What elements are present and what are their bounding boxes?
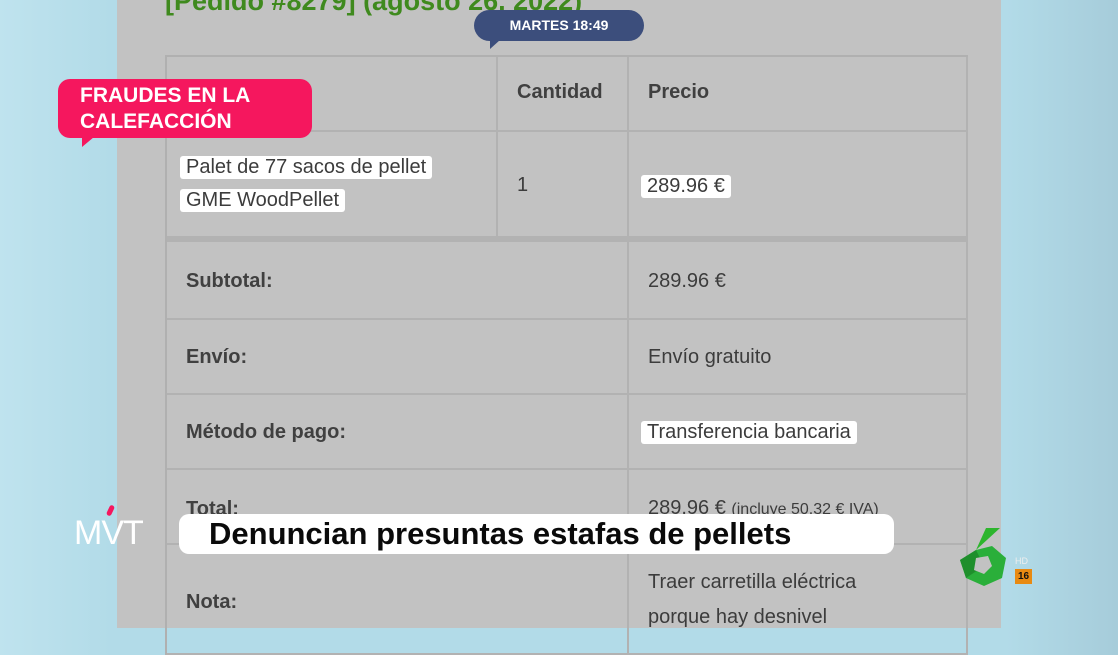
program-logo: MVT (74, 514, 144, 552)
total-value-text: 289.96 € (incluye 50.32 € IVA) (648, 497, 879, 520)
item-quantity: 1 (498, 132, 629, 242)
age-rating-badge: 16 (1015, 569, 1032, 584)
note-label: Nota: (167, 545, 629, 655)
shipping-label: Envío: (167, 320, 629, 395)
price-value: 289.96 € (641, 175, 731, 198)
note-label-text: Nota: (186, 591, 238, 613)
shipping-label-text: Envío: (186, 346, 248, 368)
product-line1: Palet de 77 sacos de pellet (180, 156, 433, 179)
header-price-label: Precio (648, 81, 710, 103)
quantity-value: 1 (517, 174, 529, 196)
item-product: Palet de 77 sacos de pellet GME WoodPell… (167, 132, 498, 242)
header-price: Precio (629, 57, 968, 132)
header-product (167, 57, 498, 132)
order-table: Cantidad Precio Palet de 77 sacos de pel… (165, 55, 968, 655)
time-badge: MARTES 18:49 (474, 10, 644, 49)
product-line2: GME WoodPellet (180, 189, 346, 212)
subtotal-value-text: 289.96 € (648, 270, 726, 292)
total-amount: 289.96 € (648, 497, 726, 519)
note-line2: porque hay desnivel (648, 606, 828, 628)
payment-label-text: Método de pago: (186, 421, 346, 443)
shipping-value: Envío gratuito (629, 320, 968, 395)
hd-label: HD (1015, 556, 1028, 566)
note-value: Traer carretilla eléctrica porque hay de… (629, 545, 968, 655)
total-tax-note: (incluye 50.32 € IVA) (731, 501, 879, 518)
header-quantity-label: Cantidad (517, 81, 603, 103)
la-sexta-logo-icon (960, 528, 1006, 586)
note-line1: Traer carretilla eléctrica (648, 571, 857, 593)
shipping-value-text: Envío gratuito (648, 346, 772, 368)
subtotal-label-text: Subtotal: (186, 270, 273, 292)
subtotal-value: 289.96 € (629, 242, 968, 320)
headline-banner: Denuncian presuntas estafas de pellets (179, 514, 894, 554)
section-tag: FRAUDES EN LA CALEFACCIÓN (58, 79, 312, 147)
header-quantity: Cantidad (498, 57, 629, 132)
payment-value-text: Transferencia bancaria (641, 421, 857, 444)
payment-value: Transferencia bancaria (629, 395, 968, 470)
item-price: 289.96 € (629, 132, 968, 242)
subtotal-label: Subtotal: (167, 242, 629, 320)
order-title: [Pedido #8279] (agosto 26, 2022) (165, 0, 583, 16)
payment-label: Método de pago: (167, 395, 629, 470)
